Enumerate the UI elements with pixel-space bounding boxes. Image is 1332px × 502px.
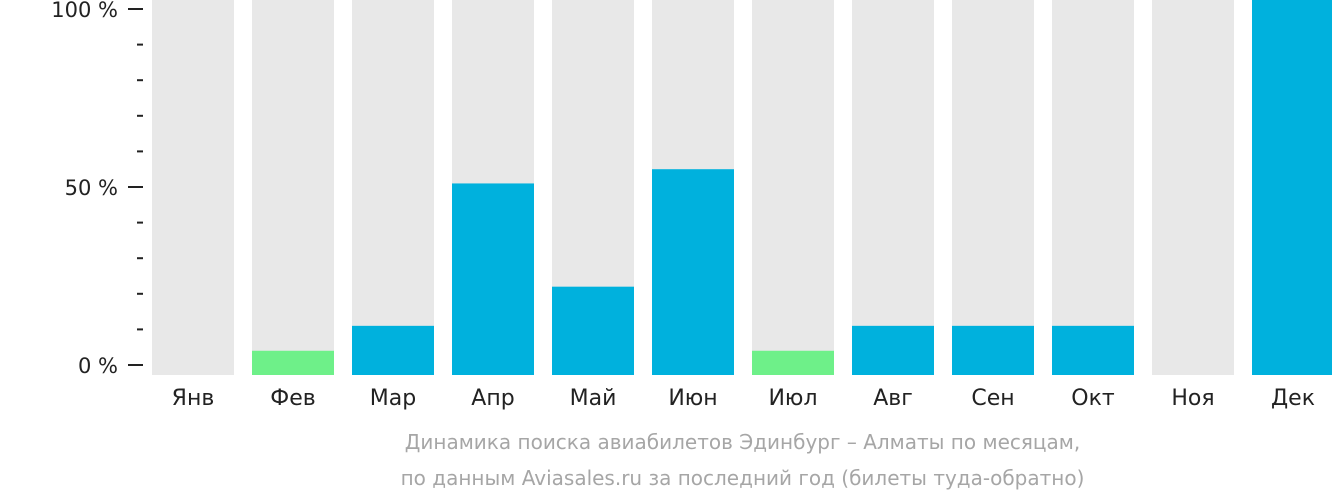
bar-background [252, 0, 334, 375]
x-tick-label: Янв [172, 386, 215, 411]
bar-background [852, 0, 934, 375]
bar [1052, 325, 1134, 375]
x-tick-label: Дек [1271, 386, 1315, 411]
x-tick-label: Фев [270, 386, 315, 411]
bar [852, 325, 934, 375]
bar-background [352, 0, 434, 375]
bar-background [1052, 0, 1134, 375]
chart-caption-line-1: Динамика поиска авиабилетов Эдинбург – А… [404, 430, 1081, 454]
bar [1252, 0, 1332, 375]
y-axis: 0 % 50 % 100 % [51, 0, 143, 378]
y-tick-label: 0 % [78, 354, 118, 378]
bar-background [152, 0, 234, 375]
y-tick-label: 50 % [65, 176, 118, 200]
x-tick-label: Мар [370, 386, 416, 411]
bar-background [752, 0, 834, 375]
x-axis-labels: Янв Фев Мар Апр Май Июн Июл Авг Сен Окт Ноя Дек [172, 386, 1315, 411]
bar-background [1152, 0, 1234, 375]
x-tick-label: Ноя [1171, 386, 1214, 411]
x-tick-label: Авг [873, 386, 913, 411]
bar [452, 183, 534, 375]
bar-background [952, 0, 1034, 375]
x-tick-label: Окт [1071, 386, 1115, 411]
y-tick-label: 100 % [51, 0, 118, 22]
x-tick-label: Май [570, 386, 617, 411]
bar [652, 169, 734, 375]
bar [252, 350, 334, 375]
x-tick-label: Апр [471, 386, 514, 411]
bar [952, 325, 1034, 375]
x-tick-label: Июн [668, 386, 717, 411]
bar [552, 286, 634, 375]
x-tick-label: Сен [971, 386, 1014, 411]
chart-caption-line-2: по данным Aviasales.ru за последний год … [400, 466, 1085, 490]
bar [352, 325, 434, 375]
x-tick-label: Июл [768, 386, 817, 411]
bars [152, 0, 1332, 375]
bar [752, 350, 834, 375]
